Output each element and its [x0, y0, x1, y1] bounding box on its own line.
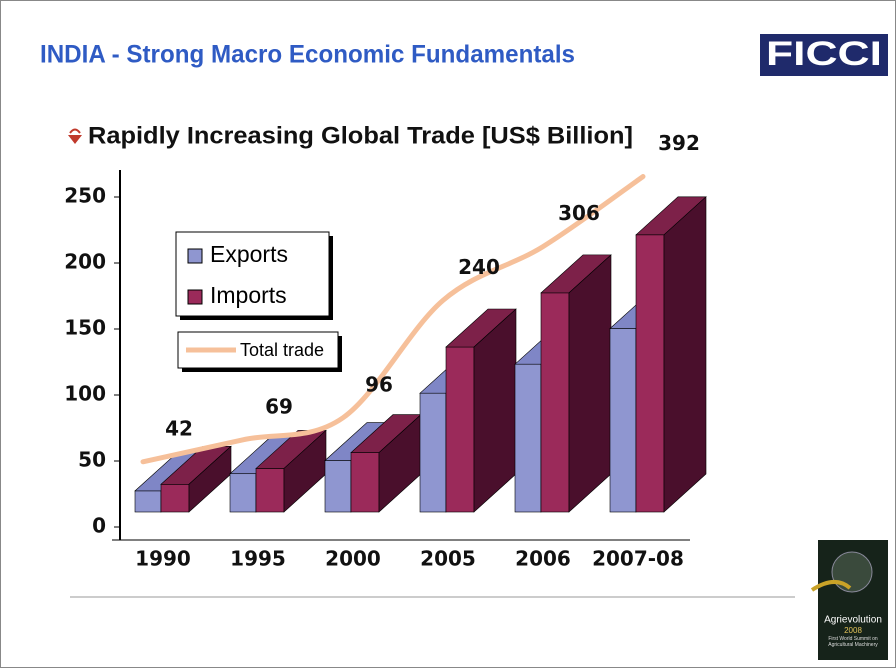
bar	[134, 490, 162, 513]
footer-logo-year: 2008	[844, 626, 862, 635]
bar	[635, 234, 665, 513]
y-tick-label: 0	[92, 514, 106, 538]
data-label: 96	[365, 372, 393, 396]
legend-label: Total trade	[240, 340, 324, 360]
bar-3d	[255, 429, 327, 513]
bullet	[69, 128, 81, 134]
y-tick-label: 200	[64, 250, 106, 274]
bar	[514, 363, 542, 513]
y-tick-label: 150	[64, 316, 106, 340]
bar	[419, 392, 447, 513]
y-tick-label: 250	[64, 184, 106, 208]
bar	[255, 468, 285, 513]
footer-logo-name: Agrievolution	[824, 615, 882, 626]
bar-3d	[350, 413, 422, 513]
bar	[350, 452, 380, 513]
bar	[540, 292, 570, 513]
bar	[609, 328, 637, 513]
bar-side	[663, 196, 707, 513]
footer-logo-tagline-box: First World Summit on Agricultural Machi…	[828, 636, 878, 648]
bar	[229, 473, 257, 513]
data-label: 306	[558, 201, 600, 225]
bar-3d	[635, 196, 707, 513]
x-tick-label: 2005	[420, 547, 476, 571]
logo-box	[760, 34, 888, 76]
x-tick-label: 2006	[515, 547, 571, 571]
data-label: 69	[265, 394, 293, 418]
bar	[324, 460, 352, 513]
x-tick-label: 2000	[325, 547, 381, 571]
wheat	[810, 580, 852, 592]
globe	[831, 551, 873, 593]
bar-3d	[160, 445, 232, 513]
x-tick-label: 1995	[230, 547, 286, 571]
legend-swatch	[187, 289, 203, 305]
bar	[445, 346, 475, 513]
legend-swatch	[187, 248, 203, 264]
legend-label: Exports	[210, 241, 288, 267]
bar-3d	[445, 308, 517, 513]
bar	[160, 483, 190, 513]
x-tick-label: 1990	[135, 547, 191, 571]
bar-side	[568, 254, 612, 513]
y-tick-label: 50	[78, 448, 106, 472]
logo-text: FICCI	[766, 35, 882, 73]
chart-title: Rapidly Increasing Global Trade [US$ Bil…	[88, 122, 633, 149]
bar-3d	[540, 254, 612, 513]
data-label: 392	[658, 131, 700, 155]
data-label: 240	[458, 255, 500, 279]
x-tick-label: 2007-08	[592, 547, 684, 571]
y-tick-label: 100	[64, 382, 106, 406]
footer-logo-tagline: First World Summit on Agricultural Machi…	[828, 636, 878, 648]
slide-title: INDIA - Strong Macro Economic Fundamenta…	[40, 41, 575, 69]
line	[140, 174, 646, 465]
bullet	[68, 135, 82, 144]
legend-label: Imports	[210, 282, 287, 308]
data-label: 42	[165, 416, 193, 440]
